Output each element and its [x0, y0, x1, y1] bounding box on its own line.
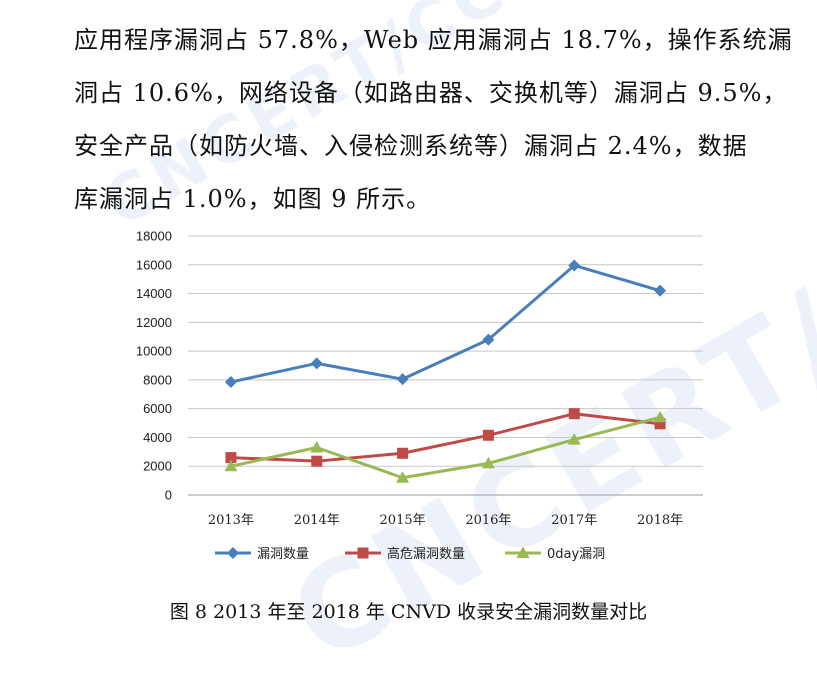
legend-swatch-marker [227, 547, 239, 559]
legend-label: 高危漏洞数量 [387, 546, 465, 562]
y-tick-label: 2000 [143, 459, 172, 474]
data-point [568, 408, 580, 420]
x-tick-label: 2018年 [637, 513, 683, 528]
y-tick-label: 14000 [136, 286, 172, 301]
series-line [229, 412, 662, 463]
data-point [653, 410, 667, 423]
series-line [229, 415, 662, 480]
legend-label: 0day漏洞 [547, 546, 605, 562]
figure-caption: 图 8 2013 年至 2018 年 CNVD 收录安全漏洞数量对比 [169, 601, 648, 623]
y-tick-label: 4000 [143, 430, 172, 445]
data-point [397, 447, 409, 459]
line-chart: 0 2000 4000 6000 8000 10000 12000 14000 16000 180… [136, 229, 703, 562]
data-point [224, 376, 237, 389]
data-point [396, 471, 410, 483]
data-point [225, 452, 237, 464]
y-tick-label: 16000 [136, 257, 172, 272]
data-point [224, 459, 238, 472]
y-tick-label: 10000 [136, 344, 172, 359]
data-point [310, 441, 324, 453]
y-tick-label: 6000 [143, 401, 172, 416]
legend-swatch-marker [357, 547, 369, 559]
data-point [482, 333, 495, 346]
data-point [310, 357, 323, 370]
y-tick-label: 12000 [136, 315, 172, 330]
x-tick-label: 2014年 [294, 513, 340, 528]
legend-label: 漏洞数量 [257, 546, 309, 562]
legend-swatch-marker [516, 546, 530, 558]
y-tick-label: 8000 [143, 372, 172, 387]
data-point [567, 433, 581, 445]
y-tick-label: 0 [165, 488, 172, 503]
paragraph-line: 洞占 10.6%，网络设备（如路由器、交换机等）漏洞占 9.5%， [74, 79, 788, 107]
y-tick-label: 18000 [136, 229, 172, 244]
data-point [654, 418, 666, 430]
paragraph-line: 应用程序漏洞占 57.8%，Web 应用漏洞占 18.7%，操作系统漏 [74, 26, 793, 54]
paragraph-line: 库漏洞占 1.0%，如图 9 所示。 [74, 185, 432, 213]
data-point [482, 429, 494, 441]
data-point [654, 284, 667, 297]
data-point [568, 259, 581, 272]
paragraph-line: 安全产品（如防火墙、入侵检测系统等）漏洞占 2.4%，数据 [74, 132, 748, 160]
series-line [229, 263, 662, 384]
x-tick-label: 2015年 [380, 513, 426, 528]
body-paragraph: 应用程序漏洞占 57.8%，Web 应用漏洞占 18.7%，操作系统漏 洞占 1… [74, 14, 793, 226]
data-point [396, 373, 409, 386]
data-point [311, 455, 323, 467]
x-tick-label: 2016年 [465, 513, 511, 528]
x-tick-label: 2013年 [208, 513, 254, 528]
data-point [481, 456, 495, 469]
x-tick-label: 2017年 [551, 513, 597, 528]
